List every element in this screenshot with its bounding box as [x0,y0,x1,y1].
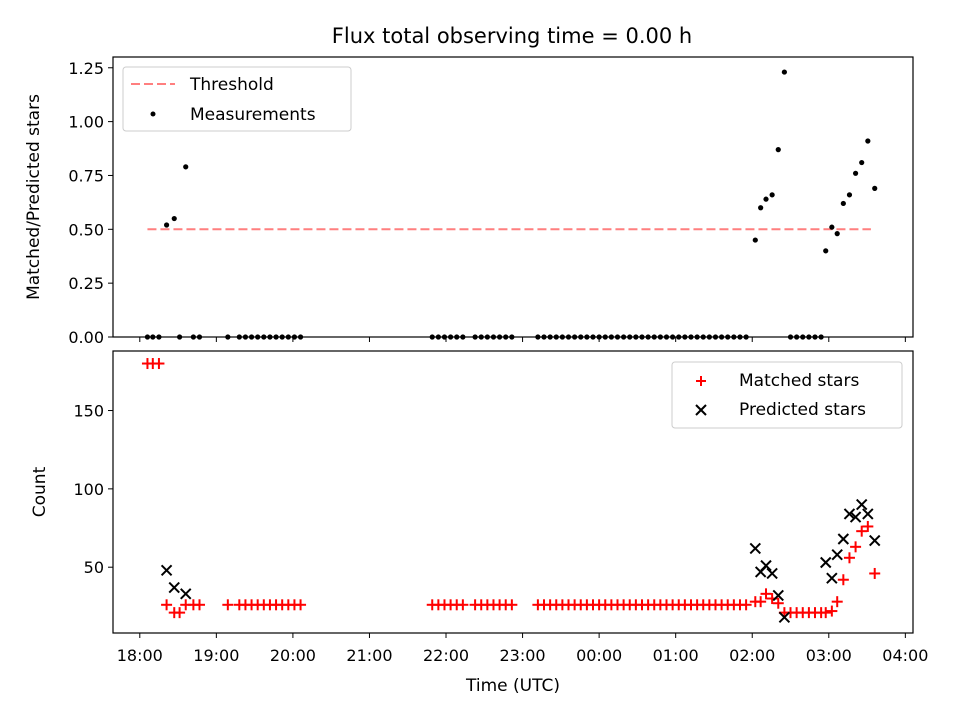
matched-star-point [850,541,862,553]
predicted-legend-swatch [695,404,707,416]
measurement-point [763,196,769,202]
matched-star-point [826,605,838,617]
y-tick-label: 150 [73,402,104,421]
predicted-star-point [849,511,862,523]
x-tick-label: 18:00 [117,646,163,665]
bottom-y-axis-label: Count [30,466,50,517]
matched-star-point [295,599,307,611]
predicted-star-point [820,556,832,569]
predicted-star-point [837,533,850,545]
matched-legend-label: Matched stars [739,371,859,391]
measurements-legend-swatch [150,111,156,117]
measurement-point [163,222,170,228]
predicted-star-point [760,559,772,572]
threshold-legend-label: Threshold [189,75,274,95]
measurement-point [872,185,878,191]
x-tick-label: 20:00 [270,646,316,665]
top-axes-frame [112,56,914,338]
matched-star-point [772,597,784,609]
x-tick-label: 19:00 [193,646,239,665]
predicted-star-point [772,589,784,602]
matched-star-point [843,552,855,564]
chart-title: Flux total observing time = 0.00 h [332,24,692,48]
x-tick-label: 23:00 [500,646,546,665]
matched-star-point [506,599,518,611]
predicted-star-point [826,572,838,584]
measurement-point [852,170,859,176]
predicted-star-point [168,581,180,594]
bottom-plot-marks [141,358,881,624]
measurement-point [859,159,865,166]
x-tick-label: 02:00 [729,646,775,665]
measurements-legend-label: Measurements [190,105,316,125]
matched-star-point [740,599,752,611]
y-tick-label: 0.50 [68,220,104,239]
predicted-legend-label: Predicted stars [739,400,866,420]
matched-star-point [174,607,186,619]
y-tick-label: 1.00 [68,113,104,132]
predicted-star-point [856,498,868,511]
matched-star-point [457,599,469,611]
measurement-point [769,192,775,198]
predicted-star-point [869,534,881,547]
y-tick-label: 0.00 [68,328,104,347]
y-tick-label: 0.25 [68,274,104,293]
matched-star-point [869,567,881,579]
top-legend: Threshold Measurements [122,66,352,132]
predicted-star-point [862,508,874,520]
top-y-axis-label: Matched/Predicted stars [24,94,44,300]
measurement-point [171,215,177,222]
y-tick-label: 1.25 [68,59,104,78]
bottom-panel: Count 50 100 150 18:00 19:00 20:00 21:00 22:00 2… [30,350,928,696]
matched-star-point [862,520,874,532]
measurement-point [840,200,846,207]
top-legend-box [122,66,352,132]
predicted-star-point [749,542,762,555]
measurement-point [829,224,835,230]
predicted-star-point [766,567,778,580]
x-tick-label: 22:00 [423,646,469,665]
measurement-point [781,69,787,75]
x-tick-label: 21:00 [346,646,392,665]
predicted-star-point [180,588,192,600]
matched-star-point [820,607,832,619]
bottom-legend: Matched stars Predicted stars [671,361,903,429]
y-tick-label: 0.75 [68,166,104,185]
predicted-star-point [778,611,791,624]
y-tick-label: 100 [73,480,104,499]
top-panel: Matched/Predicted stars 0.00 0.25 0.50 0.75… [24,56,914,347]
matched-star-point [161,599,173,611]
x-tick-label: 01:00 [653,646,699,665]
matched-star-point [837,574,849,586]
x-axis-label: Time (UTC) [465,676,560,696]
matched-star-point [194,599,206,611]
x-tick-label: 04:00 [882,646,928,665]
predicted-star-point [843,508,856,520]
predicted-star-point [831,548,843,561]
bottom-legend-box [671,361,903,429]
matched-star-point [153,358,165,370]
measurement-point [823,248,829,254]
measurement-point [758,205,764,211]
matched-star-point [856,525,868,537]
measurement-point [865,138,871,144]
matched-legend-swatch [696,376,706,386]
measurement-point [752,237,758,243]
predicted-star-point [160,564,173,577]
matched-star-point [831,596,843,608]
y-tick-label: 50 [84,558,104,577]
x-tick-label: 03:00 [806,646,852,665]
bottom-axes-frame [112,350,914,634]
matched-star-point [222,599,234,611]
matched-star-point [755,596,767,608]
measurement-point [775,147,781,153]
x-tick-label: 00:00 [576,646,622,665]
measurement-point [834,231,840,237]
measurement-point [846,192,853,198]
measurement-point [183,164,189,170]
matched-star-point [760,588,772,600]
